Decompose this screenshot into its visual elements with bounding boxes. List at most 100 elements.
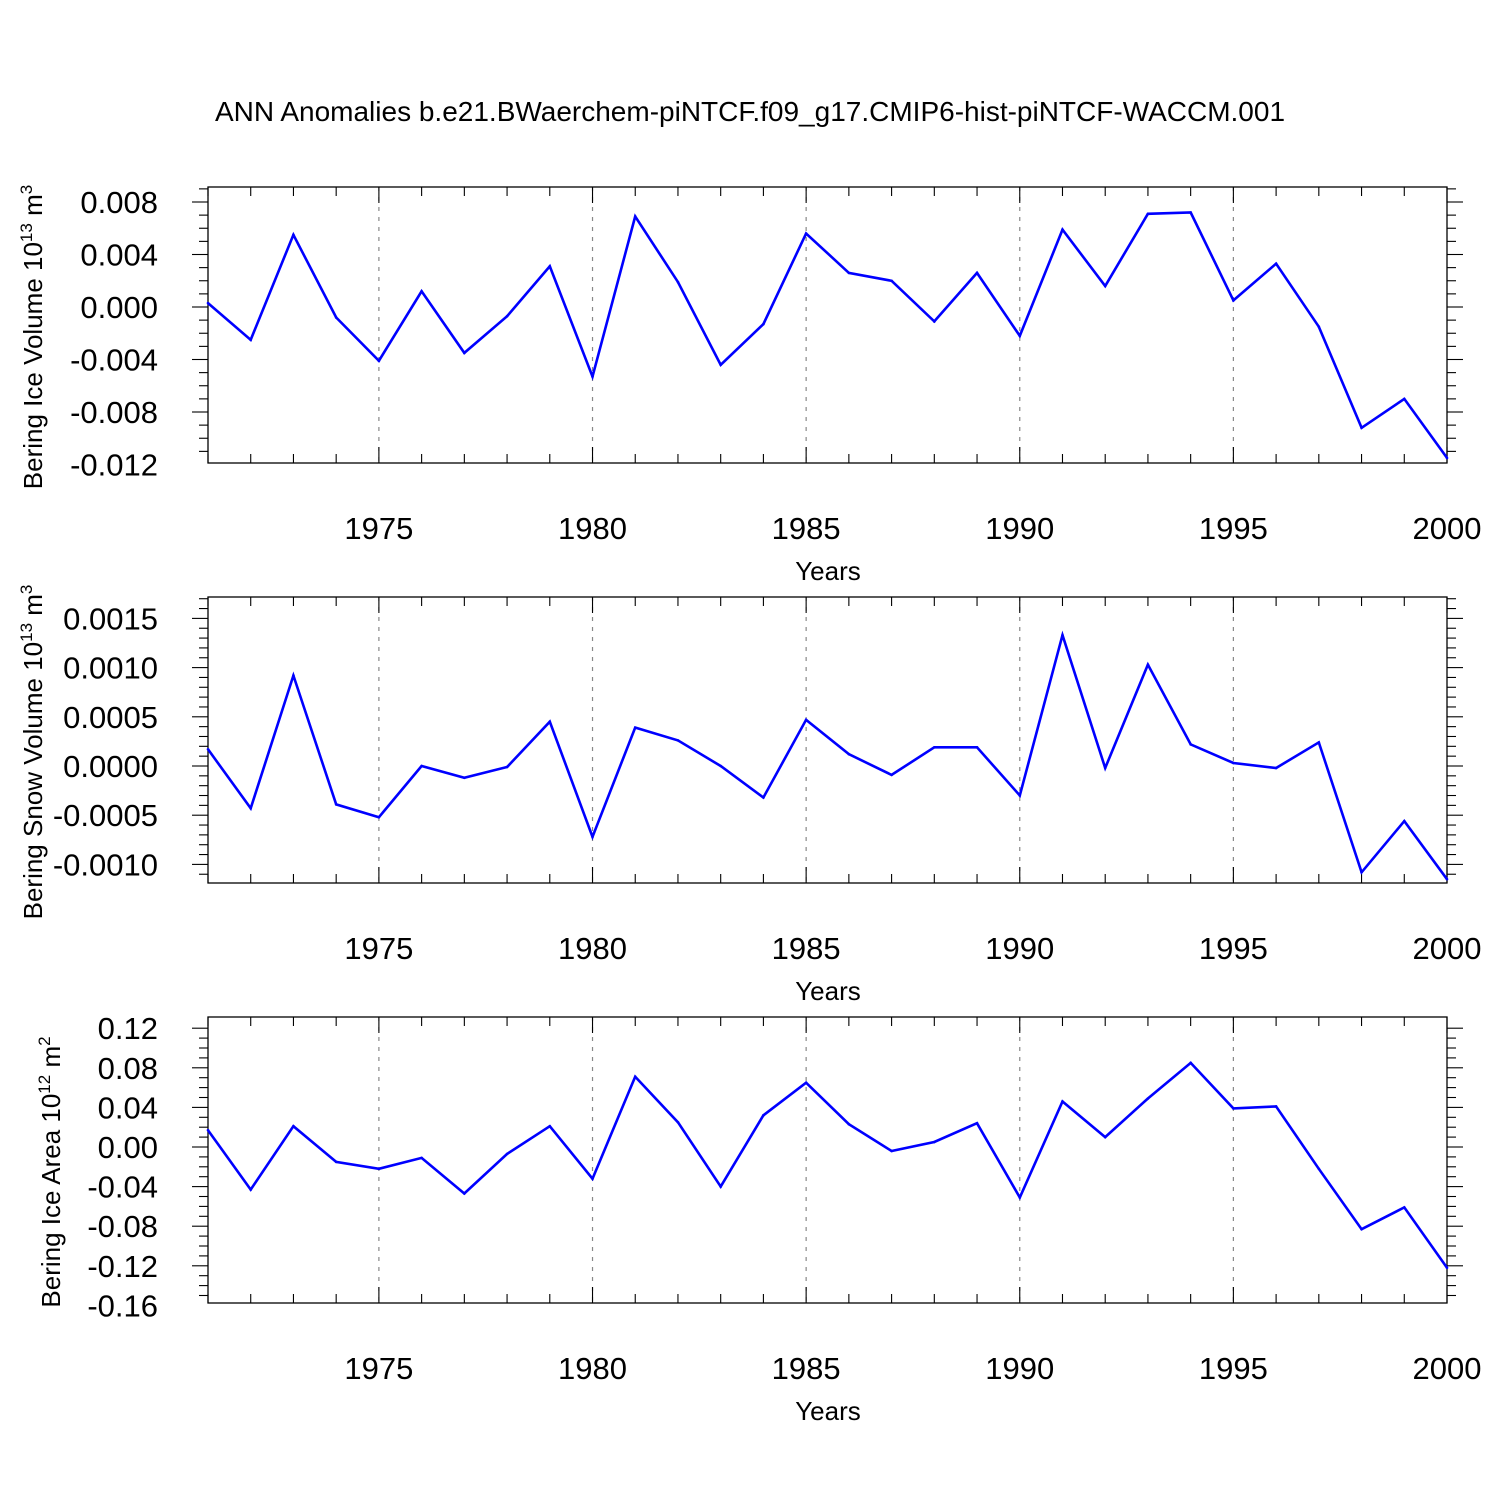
data-point bbox=[249, 1188, 253, 1191]
data-point bbox=[933, 1140, 936, 1144]
x-tick-label: 1990 bbox=[985, 511, 1054, 546]
data-point bbox=[762, 1114, 765, 1117]
x-tick-label: 2000 bbox=[1413, 1351, 1482, 1386]
data-point bbox=[420, 289, 423, 293]
data-point bbox=[719, 1185, 722, 1188]
data-point bbox=[633, 726, 637, 729]
data-point bbox=[1317, 741, 1321, 744]
data-point bbox=[377, 359, 381, 363]
data-point bbox=[1445, 877, 1449, 881]
x-tick-label: 1975 bbox=[344, 931, 413, 966]
data-point bbox=[1445, 456, 1449, 460]
data-point bbox=[1360, 426, 1363, 430]
data-point bbox=[1061, 633, 1064, 637]
data-point bbox=[420, 1156, 423, 1160]
data-point bbox=[292, 233, 295, 237]
x-tick-label: 1985 bbox=[772, 931, 841, 966]
data-point bbox=[676, 280, 680, 284]
data-point bbox=[548, 265, 552, 268]
chart-panel-ice-area: 1975 1980 1985 1990 1995 2000 Years 0.12 0.08 0.0… bbox=[35, 1011, 1481, 1426]
y-tick-label: -0.004 bbox=[70, 343, 158, 378]
data-point bbox=[591, 835, 594, 839]
y-tick-label: 0.008 bbox=[80, 185, 158, 220]
y-tick-label: 0.08 bbox=[98, 1051, 158, 1086]
data-point bbox=[249, 807, 253, 810]
plot-frame bbox=[207, 1016, 1448, 1304]
y-tick-label: -0.012 bbox=[70, 448, 158, 483]
data-point bbox=[463, 351, 466, 355]
x-tick-label: 1995 bbox=[1199, 931, 1268, 966]
data-point bbox=[633, 215, 637, 218]
x-tick-label: 1980 bbox=[558, 1351, 627, 1386]
data-point bbox=[804, 718, 808, 722]
y-tick-label: 0.0000 bbox=[63, 749, 158, 784]
data-point bbox=[377, 1167, 381, 1171]
data-point bbox=[719, 363, 722, 367]
y-tick-label: 0.12 bbox=[98, 1011, 158, 1046]
data-point bbox=[548, 1124, 552, 1128]
plot-frame bbox=[207, 186, 1448, 464]
y-tick-label: -0.12 bbox=[87, 1249, 158, 1284]
y-tick-label: 0.0005 bbox=[63, 700, 158, 735]
data-point bbox=[847, 752, 851, 756]
data-point bbox=[1146, 1097, 1150, 1100]
x-tick-label: 1985 bbox=[772, 511, 841, 546]
y-axis-label: Bering Ice Area 1012 m2 bbox=[35, 1036, 66, 1307]
y-tick-label: 0.04 bbox=[98, 1090, 158, 1125]
data-point bbox=[1274, 766, 1278, 770]
series-line bbox=[206, 1061, 1449, 1269]
data-point bbox=[1232, 1107, 1235, 1110]
data-point bbox=[1146, 212, 1150, 216]
plot-frame bbox=[207, 596, 1448, 884]
data-point bbox=[1061, 1100, 1064, 1103]
x-tick-label: 1975 bbox=[344, 511, 413, 546]
data-point bbox=[1146, 663, 1150, 666]
data-point bbox=[1402, 397, 1406, 401]
y-tick-label: 0.00 bbox=[98, 1130, 158, 1165]
page-title: ANN Anomalies b.e21.BWaerchem-piNTCF.f09… bbox=[214, 96, 1286, 127]
x-tick-label: 1990 bbox=[985, 931, 1054, 966]
data-point bbox=[420, 764, 423, 768]
data-point bbox=[505, 314, 509, 318]
x-tick-label: 1980 bbox=[558, 511, 627, 546]
data-point bbox=[890, 279, 893, 283]
data-point bbox=[505, 1152, 509, 1156]
data-point bbox=[206, 1128, 210, 1132]
data-point bbox=[847, 1122, 851, 1126]
data-point bbox=[804, 1081, 808, 1084]
series-line bbox=[206, 630, 1449, 880]
data-point bbox=[890, 773, 893, 777]
data-point bbox=[975, 746, 979, 749]
series-line bbox=[207, 211, 1449, 459]
data-point bbox=[1189, 1061, 1192, 1065]
y-tick-label: 0.004 bbox=[80, 238, 158, 273]
x-tick-label: 1975 bbox=[344, 1351, 413, 1386]
y-tick-label: 0.0015 bbox=[63, 601, 158, 636]
data-point bbox=[463, 1192, 466, 1195]
x-tick-label: 2000 bbox=[1413, 511, 1482, 546]
y-tick-label: -0.16 bbox=[87, 1288, 158, 1323]
data-point bbox=[719, 764, 722, 768]
x-axis-label: Years bbox=[795, 556, 861, 586]
y-tick-label: -0.08 bbox=[87, 1209, 158, 1244]
data-point bbox=[847, 271, 851, 275]
x-tick-label: 2000 bbox=[1413, 931, 1482, 966]
y-tick-label: -0.008 bbox=[70, 395, 158, 430]
y-axis-label: Bering Snow Volume 1013 m3 bbox=[17, 585, 48, 920]
data-point bbox=[1018, 1196, 1022, 1199]
data-point bbox=[334, 1160, 338, 1164]
data-point bbox=[548, 720, 552, 724]
data-point bbox=[1317, 1167, 1321, 1171]
data-point bbox=[1189, 743, 1192, 746]
data-point bbox=[1103, 1135, 1107, 1139]
data-point bbox=[591, 375, 594, 378]
data-point bbox=[1061, 228, 1064, 231]
data-point bbox=[676, 1120, 680, 1124]
y-axis-label: Bering Ice Volume 1013 m3 bbox=[17, 185, 48, 489]
data-point bbox=[933, 320, 936, 323]
x-tick-label: 1995 bbox=[1199, 511, 1268, 546]
data-point bbox=[1189, 211, 1192, 214]
data-point bbox=[676, 739, 680, 742]
x-tick-label: 1995 bbox=[1199, 1351, 1268, 1386]
